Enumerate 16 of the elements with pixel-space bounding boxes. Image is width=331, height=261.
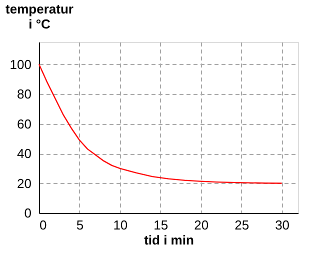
y-tick-label: 40 bbox=[17, 146, 32, 162]
x-tick-label: 0 bbox=[40, 218, 47, 232]
y-tick-label: 0 bbox=[24, 206, 32, 220]
x-tick-label: 5 bbox=[76, 218, 84, 232]
x-tick-label: 10 bbox=[113, 218, 128, 232]
y-tick-label: 80 bbox=[17, 86, 32, 102]
x-tick-label: 20 bbox=[194, 218, 209, 232]
y-axis-title: temperatur i °C bbox=[6, 2, 74, 32]
x-tick-label: 30 bbox=[275, 218, 290, 232]
y-tick-label: 60 bbox=[17, 116, 32, 132]
x-axis-title: tid i min bbox=[144, 232, 194, 248]
x-tick-label: 15 bbox=[154, 218, 168, 232]
y-tick-label: 20 bbox=[17, 176, 32, 191]
y-tick-label: 100 bbox=[10, 56, 32, 72]
line-series bbox=[38, 64, 282, 184]
x-tick-label: 25 bbox=[234, 218, 250, 232]
